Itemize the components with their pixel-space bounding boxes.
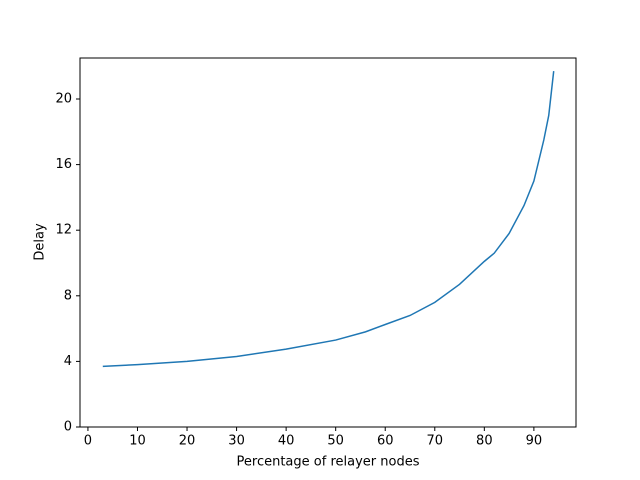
x-tick-label: 70 [427, 434, 444, 449]
x-tick-label: 40 [278, 434, 295, 449]
x-tick-label: 90 [526, 434, 543, 449]
y-tick-label: 16 [55, 157, 72, 172]
y-tick-label: 8 [64, 288, 72, 303]
x-tick-label: 30 [228, 434, 245, 449]
y-tick-label: 4 [64, 354, 72, 369]
y-tick-label: 12 [55, 223, 72, 238]
x-tick-label: 10 [129, 434, 146, 449]
x-tick-label: 80 [476, 434, 493, 449]
x-tick-label: 0 [84, 434, 92, 449]
plot-frame [79, 57, 577, 428]
x-axis-label: Percentage of relayer nodes [237, 455, 420, 470]
y-axis-label: Delay [33, 223, 48, 261]
y-tick-label: 20 [55, 92, 72, 107]
x-tick-label: 60 [377, 434, 394, 449]
x-tick-label: 50 [327, 434, 344, 449]
x-tick-label: 20 [179, 434, 196, 449]
y-tick-label: 0 [64, 420, 72, 435]
data-line [102, 71, 555, 368]
